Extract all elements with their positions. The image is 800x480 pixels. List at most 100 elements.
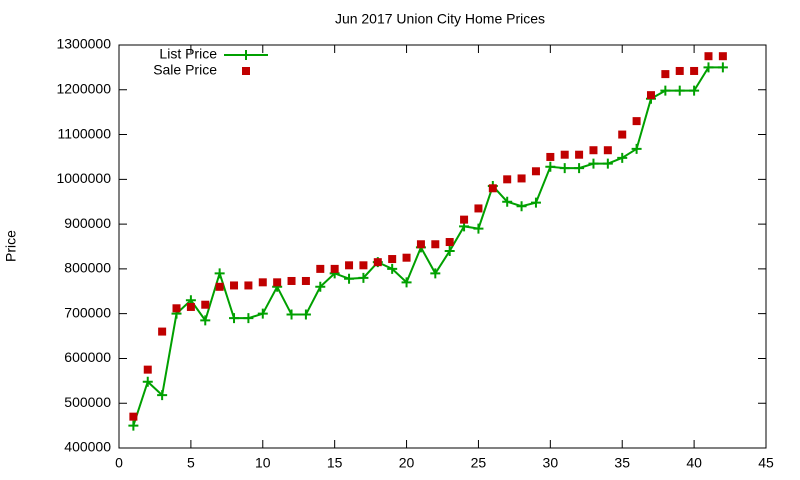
list-point xyxy=(717,62,728,73)
sale-point xyxy=(186,302,195,311)
sale-point xyxy=(517,174,526,183)
sale-point xyxy=(244,281,253,290)
sale-point xyxy=(301,276,310,285)
sale-point xyxy=(230,281,239,290)
sale-point xyxy=(460,215,469,224)
list-point xyxy=(674,85,685,96)
sale-point xyxy=(431,240,440,249)
sale-point xyxy=(646,91,655,100)
list-point xyxy=(257,308,268,319)
list-point xyxy=(315,281,326,292)
list-point xyxy=(602,158,613,169)
sale-point xyxy=(345,261,354,270)
list-point xyxy=(502,196,513,207)
x-tick-label: 10 xyxy=(255,455,271,471)
sale-point xyxy=(718,52,727,61)
x-tick-label: 15 xyxy=(327,455,343,471)
sale-point xyxy=(287,276,296,285)
legend-marker xyxy=(241,50,251,60)
y-tick-label: 900000 xyxy=(64,215,111,231)
sale-point xyxy=(474,204,483,213)
series-line xyxy=(132,66,723,426)
list-point xyxy=(660,85,671,96)
sale-point xyxy=(445,238,454,247)
sale-point xyxy=(359,261,368,270)
sale-point xyxy=(215,282,224,291)
x-tick-label: 0 xyxy=(115,455,123,471)
y-tick-label: 600000 xyxy=(64,349,111,365)
sale-point xyxy=(373,258,382,267)
sale-point xyxy=(546,152,555,161)
list-point xyxy=(128,420,139,431)
x-tick-label: 25 xyxy=(471,455,487,471)
list-point xyxy=(631,143,642,154)
list-point xyxy=(444,245,455,256)
list-point xyxy=(229,313,240,324)
list-point xyxy=(530,197,541,208)
list-point xyxy=(559,163,570,174)
y-tick-label: 400000 xyxy=(64,439,111,455)
sale-point xyxy=(560,150,569,159)
y-tick-label: 800000 xyxy=(64,260,111,276)
sale-point xyxy=(416,240,425,249)
sale-point xyxy=(675,66,684,75)
legend-label: Sale Price xyxy=(153,62,217,78)
sale-point xyxy=(330,264,339,273)
sale-point xyxy=(143,365,152,374)
sale-point xyxy=(589,146,598,155)
list-point xyxy=(358,272,369,283)
x-tick-label: 20 xyxy=(399,455,415,471)
sale-point xyxy=(603,146,612,155)
y-tick-label: 1000000 xyxy=(56,170,111,186)
list-point xyxy=(574,163,585,174)
plot-frame xyxy=(118,44,767,449)
sale-point xyxy=(158,327,167,336)
list-point xyxy=(344,273,355,284)
sale-point xyxy=(661,70,670,79)
list-point xyxy=(214,268,225,279)
sale-point xyxy=(503,175,512,184)
list-point xyxy=(430,268,441,279)
list-point xyxy=(300,309,311,320)
legend-label: List Price xyxy=(159,46,217,62)
sale-point xyxy=(388,255,397,264)
x-tick-label: 5 xyxy=(187,455,195,471)
list-point xyxy=(703,62,714,73)
sale-point xyxy=(258,278,267,287)
sale-point xyxy=(704,52,713,61)
list-point xyxy=(142,376,153,387)
list-point xyxy=(243,313,254,324)
y-tick-label: 1100000 xyxy=(58,125,112,141)
list-point xyxy=(200,315,211,326)
list-point xyxy=(157,390,168,401)
x-tick-label: 30 xyxy=(543,455,559,471)
sale-point xyxy=(172,304,181,313)
sale-point xyxy=(575,150,584,159)
x-tick-label: 45 xyxy=(758,455,774,471)
sale-point xyxy=(618,130,627,139)
y-axis-label: Price xyxy=(3,230,19,262)
list-point xyxy=(473,223,484,234)
list-point xyxy=(588,158,599,169)
legend-marker xyxy=(242,67,250,75)
y-tick-label: 500000 xyxy=(64,394,111,410)
sale-point xyxy=(201,300,210,309)
list-point xyxy=(387,263,398,274)
sale-point xyxy=(488,184,497,193)
sale-point xyxy=(273,278,282,287)
chart-title: Jun 2017 Union City Home Prices xyxy=(335,11,545,27)
list-point xyxy=(545,161,556,172)
x-tick-label: 35 xyxy=(614,455,630,471)
y-tick-label: 1200000 xyxy=(56,80,111,96)
x-tick-label: 40 xyxy=(686,455,702,471)
list-point xyxy=(516,201,527,212)
list-point xyxy=(401,277,412,288)
sale-point xyxy=(316,264,325,273)
list-point xyxy=(617,152,628,163)
sale-point xyxy=(690,66,699,75)
sale-point xyxy=(632,117,641,126)
sale-point xyxy=(129,412,138,421)
list-point xyxy=(689,85,700,96)
